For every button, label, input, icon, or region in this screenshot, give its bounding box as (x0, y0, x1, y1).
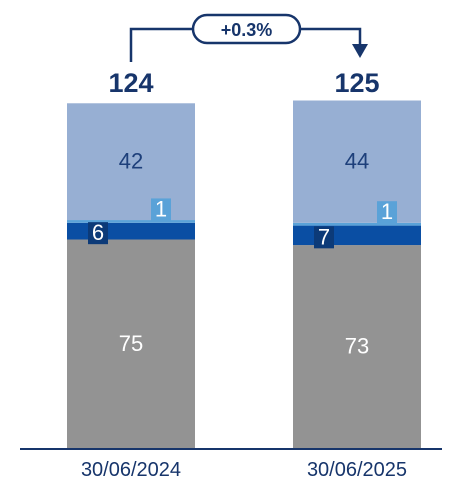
change-connector (129, 27, 362, 62)
bar-segment-light-blue-1 (67, 220, 195, 223)
segment-badge-light-blue-2 (377, 201, 397, 224)
segment-label-light-blue-1: 1 (155, 196, 167, 221)
total-label-2025: 125 (334, 68, 379, 98)
segment-label-dark-blue-2: 7 (318, 224, 330, 249)
change-pill (191, 13, 302, 45)
x-tick-label-2024: 30/06/2024 (81, 459, 181, 481)
segment-label-grey-2: 73 (345, 334, 369, 359)
x-tick-label-2025: 30/06/2025 (307, 459, 407, 481)
change-label: +0.3% (221, 20, 273, 40)
segment-badge-dark-blue-1 (88, 222, 108, 245)
bar-segment-grey-2 (293, 245, 421, 448)
segment-badge-light-blue-1 (151, 198, 171, 221)
bar-segment-grey-1 (67, 239, 195, 448)
bar-segment-light-blue-2 (293, 222, 421, 226)
bar-segment-dark-blue-1 (67, 222, 195, 240)
bars-layer (67, 100, 421, 448)
change-arrowhead-icon (352, 44, 368, 58)
segment-label-grey-1: 75 (119, 331, 143, 356)
segment-label-pale-blue-1: 42 (119, 149, 143, 174)
bar-segment-pale-blue-2 (293, 100, 421, 223)
segment-label-pale-blue-2: 44 (345, 149, 369, 174)
labels-layer: 75 6 1 42 73 7 1 44 (88, 149, 397, 359)
change-annotation: +0.3% (129, 13, 368, 62)
segment-label-dark-blue-1: 6 (92, 220, 104, 245)
bar-segment-dark-blue-2 (293, 225, 421, 246)
segment-badge-dark-blue-2 (314, 226, 334, 249)
bar-segment-pale-blue-1 (67, 103, 195, 221)
segment-label-light-blue-2: 1 (381, 199, 393, 224)
total-label-2024: 124 (108, 68, 153, 98)
